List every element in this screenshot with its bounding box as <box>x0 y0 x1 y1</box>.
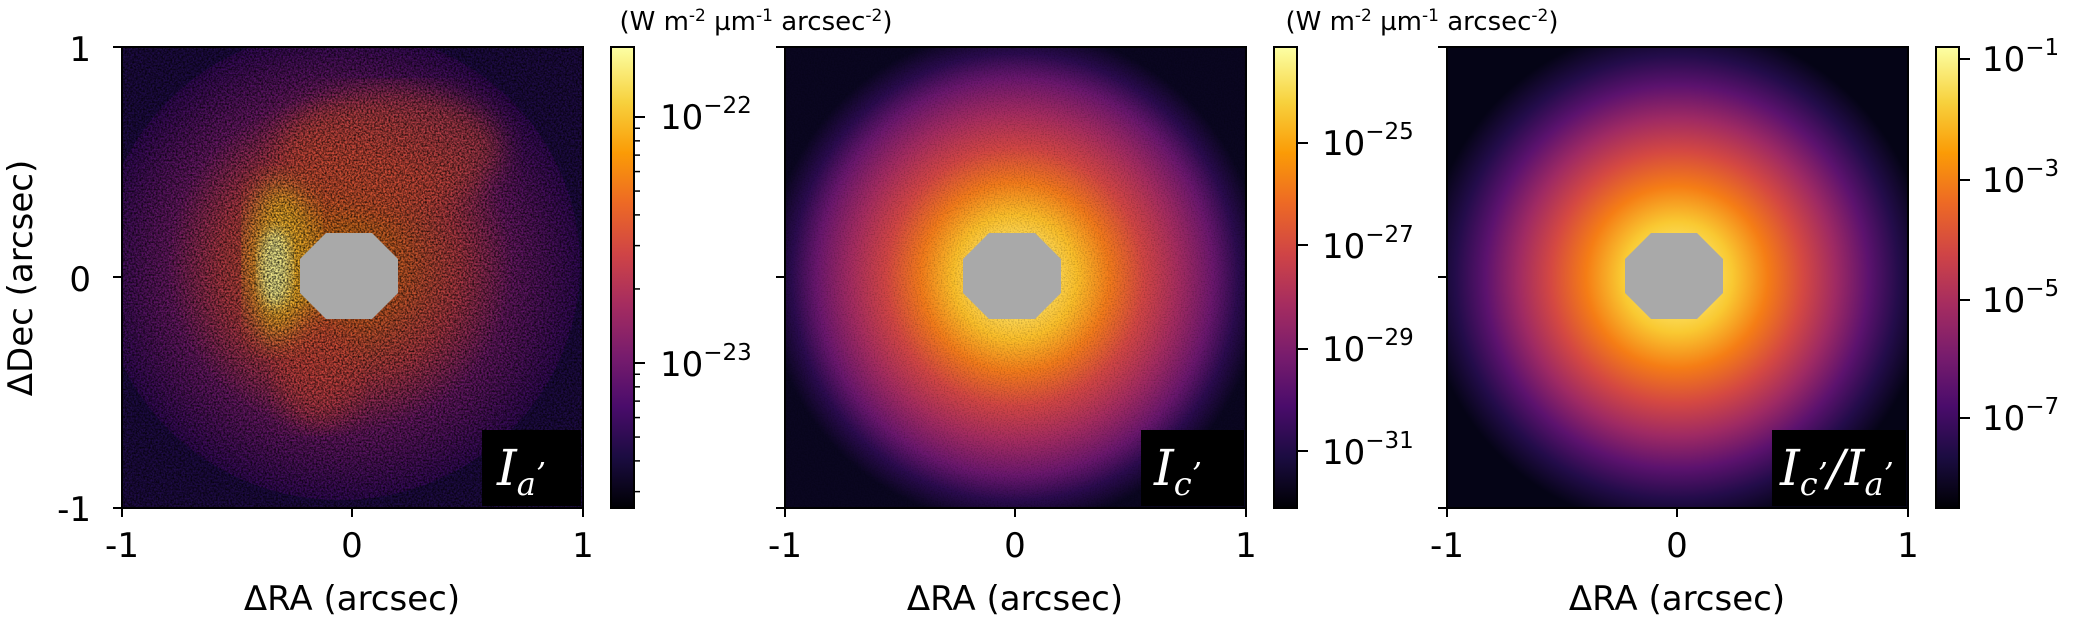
colorbar-3-tick-label: 10−3 <box>1982 156 2059 201</box>
x-axis-title: ΔRA (arcsec) <box>244 579 460 619</box>
colorbar-3-tick-label: 10−5 <box>1982 276 2059 321</box>
colorbar-1-tick-label: 10−23 <box>660 340 752 385</box>
x-tick-label: 1 <box>1235 526 1257 566</box>
colorbar-2-unit: (W m-2 µm-1 arcsec-2) <box>1285 6 1558 37</box>
colorbar-2-tick-label: 10−25 <box>1322 119 1414 164</box>
colorbar-3-tick-label: 10−1 <box>1982 35 2059 80</box>
x-tick-label: 1 <box>572 526 594 566</box>
colorbar-2-tick-label: 10−27 <box>1322 222 1414 267</box>
colorbar-1-gradient <box>610 46 635 509</box>
x-axis-title: ΔRA (arcsec) <box>907 579 1123 619</box>
x-tick-label: -1 <box>105 526 139 566</box>
y-axis-1: 1 0 -1 ΔDec (arcsec) <box>1 30 122 530</box>
panel-label-2: Ic’ <box>1153 439 1202 503</box>
panel-label-bg-2 <box>1141 430 1244 506</box>
y-tick-label: 0 <box>69 260 91 300</box>
y-axis-2 <box>776 46 785 509</box>
panel-1: Ia’ 1 0 -1 ΔDec (arcsec) -1 0 1 ΔRA (arc… <box>1 6 893 619</box>
x-axis-3: -1 0 1 ΔRA (arcsec) <box>1430 508 1919 619</box>
occulter-mask-2 <box>963 233 1061 319</box>
y-axis-3 <box>1438 46 1447 509</box>
panel-label-3: Ic’/Ia’ <box>1779 439 1894 503</box>
panel-3: Ic’/Ia’ -1 0 1 ΔRA (arcsec) 10−1 10−3 10… <box>1430 35 2059 619</box>
panel-label-1: Ia’ <box>496 439 546 503</box>
panel-label-bg-3 <box>1772 430 1906 506</box>
x-axis-1: -1 0 1 ΔRA (arcsec) <box>105 508 594 619</box>
colorbar-3: 10−1 10−3 10−5 10−7 <box>1935 35 2059 509</box>
colorbar-1: (W m-2 µm-1 arcsec-2) 10−22 10−23 <box>610 6 893 509</box>
x-tick-label: 0 <box>341 526 363 566</box>
colorbar-3-tick-label: 10−7 <box>1982 394 2059 439</box>
x-tick-label: -1 <box>1430 526 1464 566</box>
colorbar-2-tick-label: 10−31 <box>1322 428 1414 473</box>
colorbar-1-tick-label: 10−22 <box>660 93 752 138</box>
x-axis-2: -1 0 1 ΔRA (arcsec) <box>768 508 1257 619</box>
colorbar-1-unit: (W m-2 µm-1 arcsec-2) <box>619 6 892 37</box>
x-tick-label: 0 <box>1666 526 1688 566</box>
panel-label-bg-1 <box>482 430 581 506</box>
x-tick-label: -1 <box>768 526 802 566</box>
occulter-mask-3 <box>1625 233 1723 319</box>
x-axis-title: ΔRA (arcsec) <box>1569 579 1785 619</box>
y-tick-label: 1 <box>69 30 91 70</box>
y-tick-label: -1 <box>57 490 91 530</box>
y-axis-title: ΔDec (arcsec) <box>1 160 41 396</box>
colorbar-1-minor-ticks <box>634 127 640 493</box>
colorbar-3-gradient <box>1935 46 1960 509</box>
x-tick-label: 0 <box>1004 526 1026 566</box>
colorbar-2-tick-label: 10−29 <box>1322 325 1414 370</box>
colorbar-2-gradient <box>1273 46 1298 509</box>
occulter-mask-1 <box>300 233 398 319</box>
panel-2: Ic’ -1 0 1 ΔRA (arcsec) (W m-2 µm-1 arcs… <box>768 6 1559 619</box>
x-tick-label: 1 <box>1897 526 1919 566</box>
colorbar-2: (W m-2 µm-1 arcsec-2) 10−25 10−27 10−29 … <box>1273 6 1559 509</box>
heatmap-1-image <box>122 47 583 508</box>
